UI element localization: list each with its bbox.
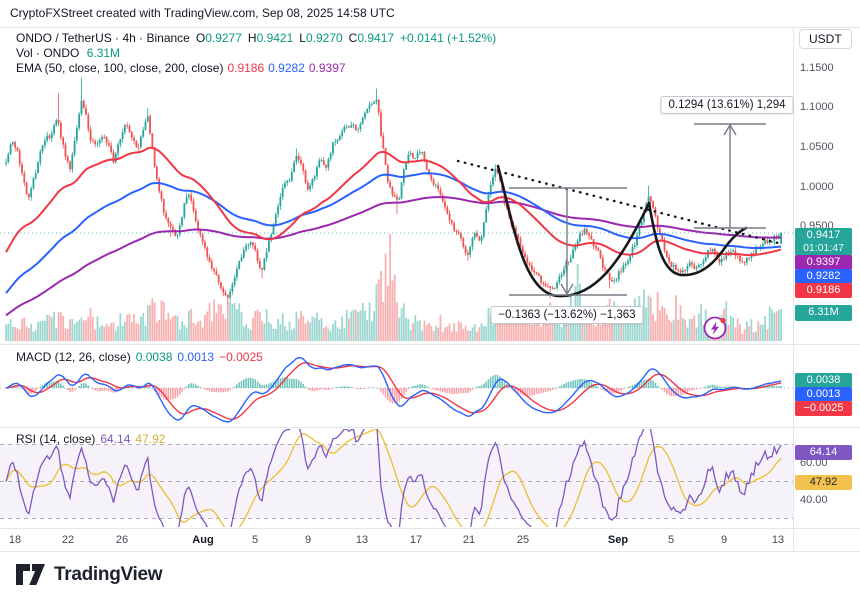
time-axis-label: 18 <box>8 534 22 546</box>
macd-legend-value: 0.0038 <box>135 350 173 364</box>
countdown-timer: 01:01:47 <box>803 242 844 254</box>
symbol-legend: ONDO / TetherUS · 4h · Binance O0.9277 H0.… <box>16 31 496 45</box>
volume-bars <box>5 234 783 341</box>
time-axis-label: 9 <box>304 534 312 546</box>
descending-trendline[interactable] <box>456 159 780 245</box>
price-range-tool-down[interactable] <box>509 187 627 296</box>
ema-200-line <box>5 196 782 317</box>
ohlc-key: C <box>348 31 358 45</box>
macd-line <box>5 357 782 423</box>
time-axis-label: 17 <box>409 534 423 546</box>
time-axis-label: 5 <box>667 534 675 546</box>
macd-legend-value: −0.0025 <box>219 350 263 364</box>
ema-legend-value: 0.9282 <box>268 61 305 75</box>
price-axis-label: 0.9186 <box>795 283 852 298</box>
ohlc-value: 0.9277 <box>205 31 242 45</box>
price-axis-border <box>793 28 794 551</box>
price-tick: 1.1000 <box>800 101 834 113</box>
main-pane[interactable] <box>5 77 783 341</box>
price-axis-label: 0.9282 <box>795 269 852 284</box>
macd-legend: MACD (12, 26, close) 0.0038 0.0013 −0.0025 <box>16 350 263 364</box>
price-axis-label-value: 0.9186 <box>806 284 841 296</box>
tradingview-logo[interactable]: TradingView <box>16 563 163 587</box>
chart-bottom-border <box>0 551 860 552</box>
rsi-tick: 60.00 <box>800 457 828 469</box>
volume-legend: Vol · ONDO 6.31M <box>16 46 120 60</box>
ohlc-key: L <box>299 31 306 45</box>
rsi-ma-line <box>5 429 782 527</box>
ema-legend: EMA (50, close, 100, close, 200, close) 0… <box>16 61 346 75</box>
rsi-legend: RSI (14, close) 64.14 47.92 <box>16 432 165 446</box>
pane-separator-macd-rsi[interactable] <box>0 427 860 428</box>
macd-pane[interactable] <box>5 357 782 423</box>
macd-axis-label: 0.0038 <box>795 373 852 388</box>
rsi-tick: 40.00 <box>800 494 828 506</box>
ema-label: EMA (50, close, 100, close, 200, close) <box>16 61 224 75</box>
pane-separator-volume-macd[interactable] <box>0 344 860 345</box>
header-divider <box>0 27 860 28</box>
time-axis-label: 13 <box>771 534 785 546</box>
ohlc-value: 0.9421 <box>256 31 294 45</box>
price-axis-label-value: 6.31M <box>808 306 839 318</box>
macd-axis-label: −0.0025 <box>795 401 852 416</box>
currency-toggle-button[interactable]: USDT <box>799 29 852 49</box>
change-value: +0.0141 (+1.52%) <box>400 31 497 45</box>
rsi-legend-value: 64.14 <box>100 432 131 446</box>
time-axis-label: 22 <box>61 534 75 546</box>
rsi-line <box>5 429 782 527</box>
boost-lightning-icon[interactable] <box>700 313 730 343</box>
price-axis-label-value: 0.9282 <box>806 270 841 282</box>
ema-100-line <box>5 172 782 294</box>
price-axis-label-value: 0.9397 <box>806 256 841 268</box>
ohlc-value: 0.9270 <box>305 31 343 45</box>
time-axis-label: Sep <box>607 534 629 546</box>
tradingview-logo-icon <box>16 564 45 585</box>
rsi-label: RSI (14, close) <box>16 432 96 446</box>
price-axis-label: 6.31M <box>795 305 852 321</box>
time-axis-border <box>0 528 860 529</box>
cup-pattern-large[interactable] <box>496 164 651 298</box>
tradingview-logo-text: TradingView <box>54 564 163 585</box>
rsi-pane[interactable] <box>5 420 782 550</box>
price-tick: 1.1500 <box>800 62 834 74</box>
price-range-tool-up[interactable] <box>694 123 766 229</box>
cup-pattern-small[interactable] <box>647 201 748 277</box>
macd-legend-value: 0.0013 <box>177 350 215 364</box>
time-axis-label: 5 <box>251 534 259 546</box>
ema-50-line <box>5 146 782 257</box>
time-axis-label: 26 <box>115 534 129 546</box>
price-tick: 1.0000 <box>800 181 834 193</box>
ohlc-value: 0.9417 <box>357 31 395 45</box>
time-axis-label: 25 <box>516 534 530 546</box>
volume-value: 6.31M <box>86 46 121 60</box>
time-axis-label: 21 <box>462 534 476 546</box>
symbol-title: ONDO / TetherUS · 4h · Binance <box>16 31 190 45</box>
price-range-label-up[interactable]: 0.1294 (13.61%) 1,294 <box>660 96 794 114</box>
price-tick: 1.0500 <box>800 141 834 153</box>
price-axis-label-value: 0.9417 <box>806 229 841 241</box>
rsi-axis-label: 64.14 <box>795 445 852 460</box>
macd-label: MACD (12, 26, close) <box>16 350 131 364</box>
rsi-legend-value: 47.92 <box>135 432 166 446</box>
time-axis-label: 9 <box>720 534 728 546</box>
ema-legend-value: 0.9397 <box>308 61 346 75</box>
ohlc-key: O <box>195 31 206 45</box>
ema-legend-value: 0.9186 <box>227 61 265 75</box>
volume-label: Vol · ONDO <box>16 46 80 60</box>
time-axis-label: Aug <box>192 534 214 546</box>
price-range-label-down[interactable]: −0.1363 (−13.62%) −1,363 <box>490 306 644 324</box>
price-axis-label: 0.9397 <box>795 255 852 270</box>
time-axis-label: 13 <box>355 534 369 546</box>
rsi-axis-label: 47.92 <box>795 475 852 490</box>
header-caption: CryptoFXStreet created with TradingView.… <box>10 6 395 20</box>
macd-axis-label: 0.0013 <box>795 387 852 402</box>
price-axis-label: 0.9417 01:01:47 <box>795 228 852 256</box>
ohlc-key: H <box>247 31 257 45</box>
